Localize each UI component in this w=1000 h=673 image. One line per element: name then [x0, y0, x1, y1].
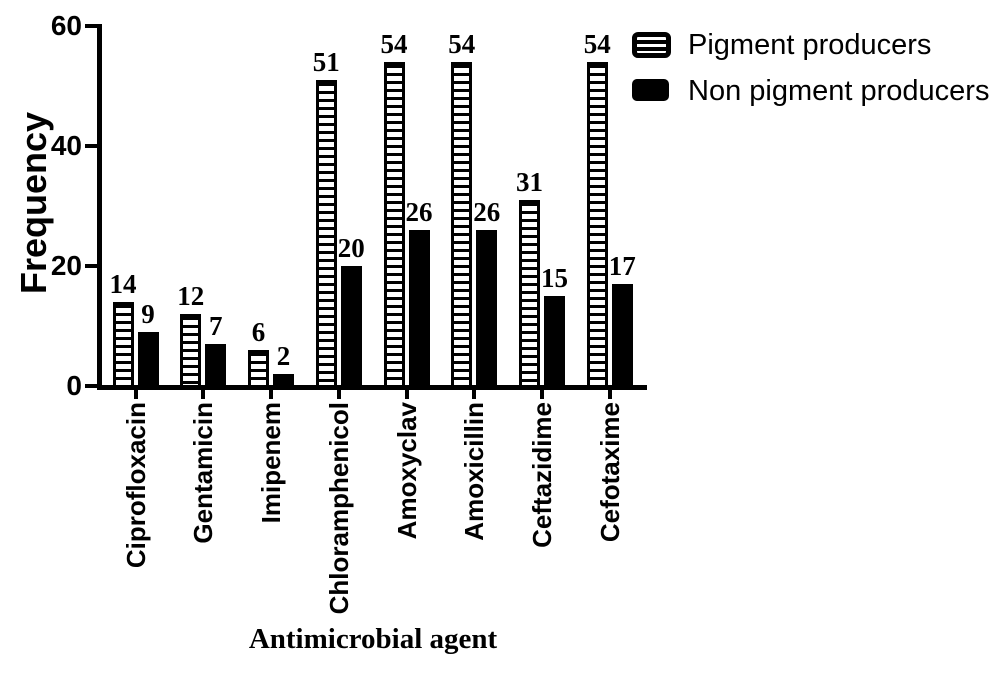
bar-value-label: 9	[141, 299, 155, 329]
bar-value-label: 6	[251, 317, 266, 347]
x-axis-line	[97, 385, 647, 390]
legend-swatch-solid-icon	[632, 79, 669, 101]
bar-pigment-producers	[586, 62, 608, 388]
bar-value-label: 7	[209, 311, 223, 341]
x-tick	[133, 390, 138, 399]
bar-value-label: 12	[177, 281, 205, 311]
x-tick	[404, 390, 409, 399]
x-category-label: Ciprofloxacin	[120, 402, 151, 569]
bar-value-label: 20	[337, 233, 365, 263]
bar-non-pigment-producers	[137, 332, 159, 388]
x-tick	[472, 390, 477, 399]
bar-pigment-producers	[519, 200, 540, 388]
bar-non-pigment-producers	[544, 296, 565, 388]
y-tick-label: 40	[50, 130, 82, 161]
x-category-label: Gentamicin	[188, 402, 219, 544]
bar-value-label: 26	[473, 197, 501, 227]
y-tick	[85, 144, 98, 148]
bar-value-label: 54	[583, 29, 611, 59]
bar-non-pigment-producers	[273, 374, 294, 388]
bar-non-pigment-producers	[611, 284, 633, 388]
y-tick-label: 0	[66, 370, 82, 401]
x-axis-title: Antimicrobial agent	[248, 623, 498, 655]
bar-value-label: 15	[541, 263, 568, 293]
x-category-label: Amoxyclav	[391, 402, 422, 540]
x-category-label: Chloramphenicol	[323, 402, 354, 615]
y-tick	[85, 24, 98, 28]
bar-non-pigment-producers	[205, 344, 227, 388]
x-tick	[336, 390, 341, 399]
y-tick-label: 20	[50, 250, 82, 281]
x-category-label: Ceftazidime	[527, 402, 557, 548]
bar-value-label: 54	[380, 29, 408, 59]
x-category-label: Amoxicillin	[459, 402, 490, 541]
bar-value-label: 14	[109, 269, 137, 299]
bar-value-label: 26	[405, 197, 433, 227]
x-tick	[269, 390, 273, 399]
y-tick-label: 60	[50, 10, 82, 41]
x-category-label: Cefotaxime	[594, 402, 625, 543]
bar-non-pigment-producers	[476, 230, 498, 388]
legend-label-pigment-producers: Pigment producers	[688, 29, 932, 61]
bar-value-label: 17	[608, 251, 636, 281]
y-tick	[85, 384, 98, 388]
bar-value-label: 54	[448, 29, 476, 59]
x-category-label: Imipenem	[256, 402, 286, 524]
y-axis-title: Frequency	[13, 111, 54, 295]
bar-value-label: 51	[312, 47, 340, 77]
x-tick	[201, 390, 206, 399]
bar-value-label: 2	[276, 341, 291, 371]
y-tick	[85, 264, 98, 268]
x-tick	[540, 390, 544, 399]
legend-swatch-striped-icon	[632, 32, 671, 58]
bar-value-label: 31	[516, 167, 543, 197]
bar-pigment-producers	[315, 80, 337, 388]
y-axis-line	[97, 24, 102, 390]
x-tick	[607, 390, 612, 399]
bar-non-pigment-producers	[340, 266, 362, 388]
bar-non-pigment-producers	[408, 230, 430, 388]
legend-label-non-pigment-producers: Non pigment producers	[688, 75, 990, 107]
